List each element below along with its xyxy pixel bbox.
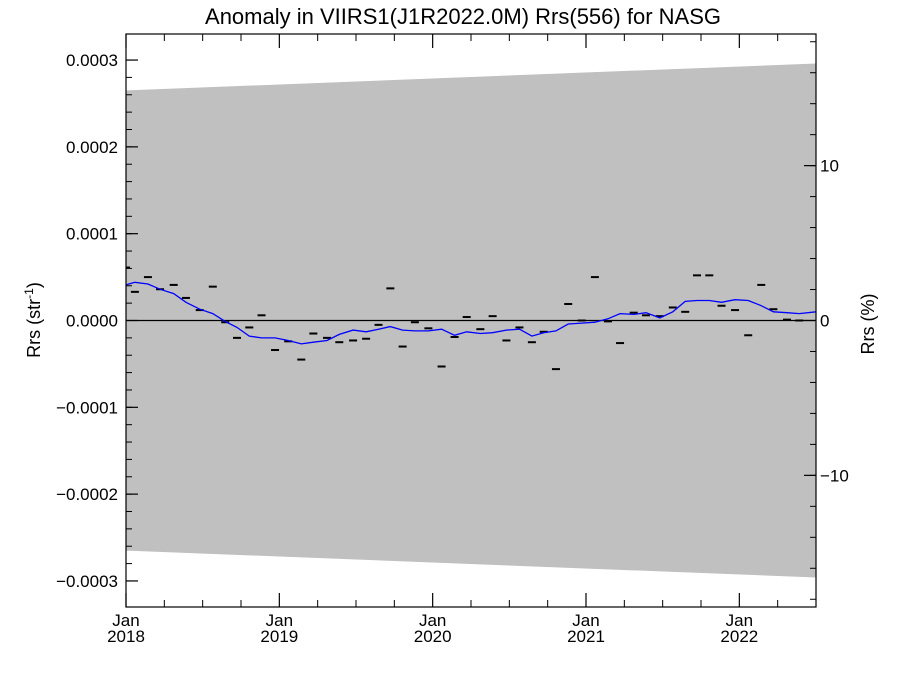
x-tick-label-year: 2018 (107, 627, 145, 646)
y-left-tick-label: 0.0002 (66, 138, 118, 157)
x-tick-label-month: Jan (572, 611, 599, 630)
y-right-tick-label: 10 (820, 157, 839, 176)
x-tick-label-month: Jan (419, 611, 446, 630)
y-left-tick-label: −0.0002 (56, 485, 118, 504)
x-tick-label-year: 2019 (260, 627, 298, 646)
x-tick-label-month: Jan (726, 611, 753, 630)
x-tick-label-year: 2021 (567, 627, 605, 646)
chart-title: Anomaly in VIIRS1(J1R2022.0M) Rrs(556) f… (205, 4, 721, 29)
y-left-tick-label: 0.0001 (66, 225, 118, 244)
plot-area: 0.0003 0.0002 0.0001 0.0000 −0.0001 −0.0002 −0… (56, 33, 849, 646)
y-left-tick-label: 0.0000 (66, 312, 118, 331)
y-right-tick-label: −10 (820, 466, 849, 485)
y-axis-right-title: Rrs (%) (858, 294, 878, 355)
y-left-tick-label: −0.0003 (56, 572, 118, 591)
x-tick-label-year: 2020 (414, 627, 452, 646)
x-tick-label-month: Jan (266, 611, 293, 630)
y-right-tick-label: 0 (820, 312, 829, 331)
x-tick-label-year: 2022 (720, 627, 758, 646)
y-left-tick-label: 0.0003 (66, 51, 118, 70)
y-left-tick-label: −0.0001 (56, 398, 118, 417)
x-tick-label-month: Jan (112, 611, 139, 630)
y-axis-left-title: Rrs (str-1) (22, 282, 44, 358)
series-line (126, 281, 816, 345)
